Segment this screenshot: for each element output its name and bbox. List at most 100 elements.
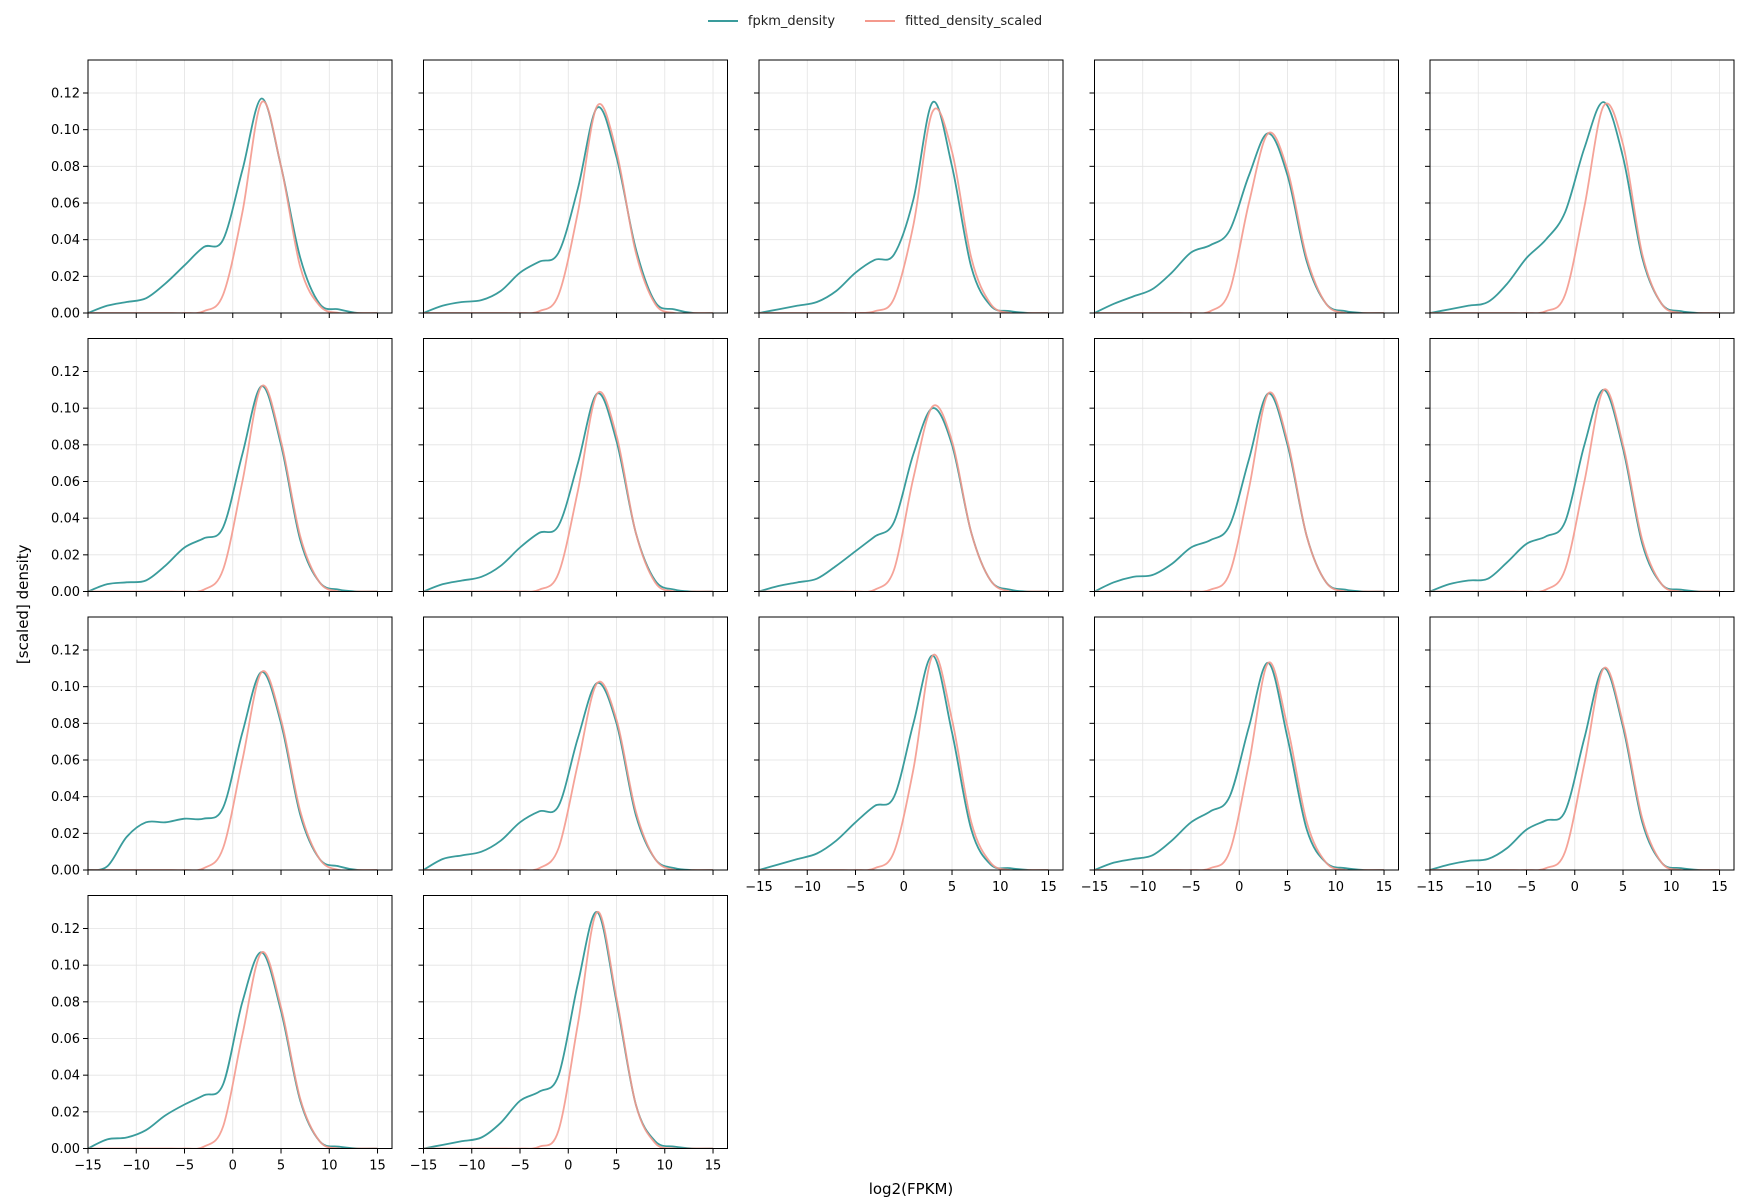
y-tick-label: 0.08: [51, 160, 80, 175]
series-line-fpkm-density: [88, 97, 378, 313]
x-axis-title: log2(FPKM): [869, 1180, 954, 1198]
legend-item-fpkm-density: fpkm_density: [707, 13, 836, 29]
legend-swatch-fitted-density-scaled: [865, 20, 896, 22]
panel-frame: [758, 59, 1064, 314]
series-line-fpkm-density: [1094, 661, 1385, 870]
x-tick-label: −10: [458, 1159, 485, 1174]
series-line-fpkm-density: [1430, 101, 1720, 313]
y-tick-label: 0.10: [51, 680, 80, 695]
x-tick-label: 0: [229, 1159, 237, 1174]
x-tick-label: 0: [1235, 880, 1243, 895]
y-tick-label: 0.02: [51, 270, 80, 285]
series-line-fitted-density-scaled: [759, 107, 1049, 313]
panel-7: [418, 338, 728, 597]
y-tick-label: 0.10: [51, 123, 80, 138]
legend-swatch-fpkm-density: [707, 20, 738, 22]
x-tick-label: −10: [794, 880, 821, 895]
panel-1: 0.00 0.02 0.04 0.06 0.08 0.10 0.12: [51, 59, 393, 322]
y-tick-label: 0.02: [51, 1105, 80, 1120]
x-tick-label: 10: [321, 1159, 338, 1174]
x-tick-label: 5: [948, 880, 956, 895]
y-tick-label: 0.12: [51, 365, 80, 380]
panel-8: [754, 338, 1064, 597]
panel-frame: [423, 59, 728, 314]
x-tick-label: 0: [564, 1159, 572, 1174]
panel-frame: [423, 338, 728, 592]
panel-9: [1089, 338, 1399, 597]
y-tick-label: 0.00: [51, 864, 80, 879]
panel-frame: [758, 616, 1064, 871]
y-tick-label: 0.12: [51, 644, 80, 659]
x-tick-label: −5: [175, 1159, 194, 1174]
x-tick-label: 10: [992, 880, 1009, 895]
panel-5: [1425, 59, 1735, 318]
series-line-fitted-density-scaled: [1430, 666, 1720, 870]
y-tick-label: 0.02: [51, 827, 80, 842]
x-tick-label: 15: [369, 1159, 386, 1174]
x-tick-label: −15: [745, 880, 772, 895]
series-line-fitted-density-scaled: [423, 103, 714, 313]
y-tick-label: 0.10: [51, 959, 80, 974]
x-tick-label: −5: [1181, 880, 1200, 895]
y-tick-label: 0.06: [51, 475, 80, 490]
series-line-fitted-density-scaled: [423, 680, 714, 870]
series-line-fitted-density-scaled: [88, 670, 378, 870]
series-line-fpkm-density: [423, 911, 714, 1149]
panel-3: [754, 59, 1064, 318]
series-line-fitted-density-scaled: [1094, 661, 1385, 870]
y-tick-label: 0.06: [51, 754, 80, 769]
panel-frame: [1429, 338, 1735, 592]
panel-2: [418, 59, 728, 318]
panel-16: 0.00 0.02 0.04 0.06 0.08 0.10 0.12 −15 −10 −5 0 5 10…: [51, 895, 393, 1174]
panel-frame: [758, 338, 1064, 592]
y-tick-label: 0.08: [51, 717, 80, 732]
y-tick-label: 0.04: [51, 512, 80, 527]
panel-frame: [423, 616, 728, 871]
panel-frame: [1094, 338, 1399, 592]
panel-15: −15 −10 −5 0 5 10 15: [1416, 616, 1735, 895]
y-tick-label: 0.12: [51, 922, 80, 937]
panel-4: [1089, 59, 1399, 318]
x-tick-label: −10: [1129, 880, 1156, 895]
panel-frame: [423, 895, 728, 1149]
x-tick-label: −15: [410, 1159, 437, 1174]
panel-6: 0.00 0.02 0.04 0.06 0.08 0.10 0.12: [51, 338, 393, 600]
x-tick-label: 0: [900, 880, 908, 895]
series-line-fpkm-density: [423, 682, 714, 870]
legend-item-fitted-density-scaled: fitted_density_scaled: [865, 14, 1042, 29]
series-line-fitted-density-scaled: [759, 404, 1049, 592]
y-tick-label: 0.08: [51, 995, 80, 1010]
series-line-fpkm-density: [423, 392, 714, 592]
panel-12: [418, 616, 728, 875]
legend: fpkm_density fitted_density_scaled: [0, 10, 1750, 32]
panel-11: 0.00 0.02 0.04 0.06 0.08 0.10 0.12: [51, 616, 393, 879]
y-tick-label: 0.08: [51, 438, 80, 453]
x-tick-label: 10: [656, 1159, 673, 1174]
panel-frame: [1429, 59, 1735, 314]
x-tick-label: 10: [1663, 880, 1680, 895]
panel-frame: [1429, 616, 1735, 871]
legend-label-fpkm-density: fpkm_density: [747, 13, 836, 29]
x-tick-label: 5: [1283, 880, 1291, 895]
x-tick-label: −15: [74, 1159, 101, 1174]
y-tick-label: 0.02: [51, 548, 80, 563]
x-tick-label: 15: [1376, 880, 1393, 895]
x-tick-label: 5: [1619, 880, 1627, 895]
panel-10: [1425, 338, 1735, 597]
panels-layer: 0.00 0.02 0.04 0.06 0.08 0.10 0.12 0.00 0.02 0.04…: [51, 59, 1735, 1174]
series-line-fitted-density-scaled: [1094, 391, 1385, 592]
x-tick-label: −15: [1081, 880, 1108, 895]
x-tick-label: 15: [705, 1159, 722, 1174]
panel-frame: [87, 895, 393, 1149]
x-tick-label: −5: [510, 1159, 529, 1174]
series-line-fpkm-density: [1094, 132, 1385, 313]
x-tick-label: 10: [1327, 880, 1344, 895]
x-tick-label: −5: [846, 880, 865, 895]
series-line-fpkm-density: [423, 106, 714, 313]
y-tick-label: 0.10: [51, 402, 80, 417]
x-tick-label: 5: [277, 1159, 285, 1174]
x-tick-label: −10: [123, 1159, 150, 1174]
legend-label-fitted-density-scaled: fitted_density_scaled: [905, 13, 1043, 29]
series-line-fitted-density-scaled: [88, 384, 378, 592]
